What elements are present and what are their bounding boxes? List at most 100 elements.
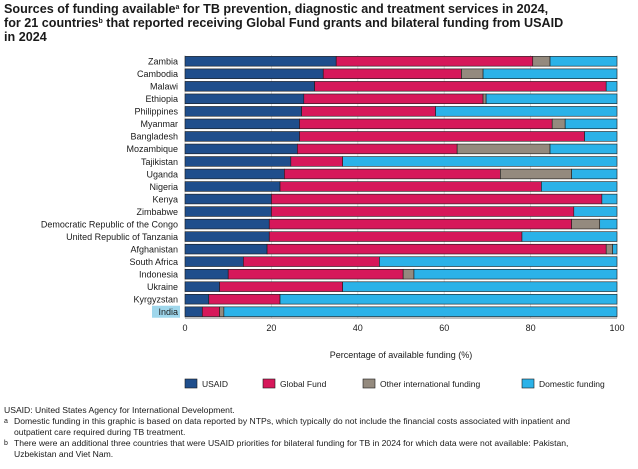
x-tick-label-0: 0 — [182, 323, 187, 333]
bar-myanmar-usaid — [184, 118, 300, 130]
bar-kenya-usaid — [184, 193, 272, 205]
bar-afghanistan-usaid — [184, 243, 268, 255]
bar-afghanistan-domestic-funding — [612, 243, 618, 255]
bar-indonesia-global-fund — [227, 268, 404, 280]
title-text-4: that reported receiving Global Fund gran… — [102, 16, 564, 30]
bar-ukraine-usaid — [184, 281, 220, 292]
legend-swatch-usaid — [184, 378, 198, 389]
bar-afghanistan-other-international-funding — [605, 243, 613, 255]
title-footnote-a: a — [175, 4, 180, 11]
bar-zambia-usaid — [184, 56, 337, 67]
bar-mozambique-global-fund — [297, 143, 458, 155]
legend-label-usaid: USAID — [202, 379, 228, 389]
bar-mozambique-usaid — [184, 143, 298, 155]
bar-cambodia-domestic-funding — [482, 68, 618, 79]
bar-democratic-republic-of-the-congo-usaid — [184, 218, 270, 230]
bar-india-usaid — [184, 306, 203, 317]
bar-india-domestic-funding — [223, 306, 618, 317]
country-label-south-africa: South Africa — [129, 257, 178, 267]
bar-indonesia-other-international-funding — [402, 268, 415, 280]
bar-nigeria-global-fund — [279, 181, 542, 192]
bar-nigeria-domestic-funding — [541, 181, 618, 192]
country-label-united-republic-of-tanzania: United Republic of Tanzania — [66, 232, 178, 242]
country-label-myanmar: Myanmar — [140, 119, 178, 129]
country-label-kyrgyzstan: Kyrgyzstan — [133, 295, 178, 305]
footnote-b: b There were an additional three countri… — [4, 438, 634, 460]
country-label-bangladesh: Bangladesh — [130, 132, 178, 142]
country-label-zambia: Zambia — [148, 57, 178, 67]
bar-ethiopia-other-international-funding — [482, 93, 487, 105]
bar-zimbabwe-domestic-funding — [573, 206, 618, 217]
bars — [184, 56, 618, 317]
legend-swatch-global-fund — [262, 378, 276, 389]
x-tick-label-20: 20 — [266, 323, 276, 333]
footnote-b-line-2: Uzbekistan and Viet Nam. — [14, 449, 114, 459]
country-label-uganda: Uganda — [146, 169, 178, 179]
bar-indonesia-usaid — [184, 268, 229, 280]
x-axis: 0 20 40 60 80 100 — [182, 317, 625, 333]
bar-bangladesh-domestic-funding — [584, 131, 618, 142]
legend-label-domestic-funding: Domestic funding — [539, 379, 605, 389]
country-label-indonesia: Indonesia — [139, 269, 178, 279]
bar-mozambique-domestic-funding — [549, 143, 618, 155]
bar-mozambique-other-international-funding — [456, 143, 551, 155]
bar-ethiopia-domestic-funding — [485, 93, 618, 105]
bar-ethiopia-global-fund — [303, 93, 484, 105]
bar-democratic-republic-of-the-congo-other-international-funding — [571, 218, 601, 230]
country-label-afghanistan: Afghanistan — [130, 244, 178, 254]
bar-kenya-domestic-funding — [601, 193, 618, 205]
bar-india-other-international-funding — [219, 306, 225, 317]
bar-democratic-republic-of-the-congo-global-fund — [268, 218, 572, 230]
country-highlight-india — [152, 305, 180, 318]
country-label-kenya: Kenya — [152, 194, 178, 204]
country-label-india: India — [158, 307, 178, 317]
bar-ethiopia-usaid — [184, 93, 305, 105]
footnote-a: a Domestic funding in this graphic is ba… — [4, 416, 634, 438]
bar-kyrgyzstan-domestic-funding — [279, 294, 618, 305]
title-text-2: for TB prevention, diagnostic and treatm… — [179, 2, 549, 16]
bar-tajikistan-usaid — [184, 156, 292, 167]
bar-myanmar-other-international-funding — [551, 118, 566, 130]
bar-tajikistan-global-fund — [290, 156, 343, 167]
bar-south-africa-global-fund — [243, 256, 380, 267]
bar-uganda-domestic-funding — [571, 168, 618, 180]
country-label-tajikistan: Tajikistan — [141, 157, 178, 167]
country-label-malawi: Malawi — [150, 82, 178, 92]
bar-cambodia-usaid — [184, 68, 324, 79]
bar-zimbabwe-usaid — [184, 206, 272, 217]
legend-label-global-fund: Global Fund — [280, 379, 327, 389]
bar-democratic-republic-of-the-congo-domestic-funding — [599, 218, 618, 230]
bar-zambia-global-fund — [335, 56, 534, 67]
x-tick-label-40: 40 — [353, 323, 363, 333]
bar-india-global-fund — [201, 306, 220, 317]
country-label-ukraine: Ukraine — [147, 282, 178, 292]
bar-united-republic-of-tanzania-usaid — [184, 231, 270, 242]
footnote-b-line-1: There were an additional three countries… — [14, 438, 569, 448]
chart-title: Sources of funding availablea for TB pre… — [4, 2, 634, 44]
bar-malawi-global-fund — [314, 81, 607, 92]
country-label-democratic-republic-of-the-congo: Democratic Republic of the Congo — [41, 219, 178, 229]
bar-south-africa-domestic-funding — [379, 256, 618, 267]
country-label-cambodia: Cambodia — [137, 69, 178, 79]
bar-uganda-global-fund — [284, 168, 501, 180]
bar-zambia-other-international-funding — [532, 56, 551, 67]
country-labels: Zambia Cambodia Malawi Ethiopia Philippines M… — [41, 57, 180, 318]
bar-myanmar-global-fund — [299, 118, 553, 130]
country-label-mozambique: Mozambique — [126, 144, 178, 154]
bar-cambodia-other-international-funding — [461, 68, 484, 79]
stacked-bar-chart: Zambia Cambodia Malawi Ethiopia Philippines M… — [41, 55, 625, 389]
legend-swatch-domestic-funding — [521, 378, 535, 389]
bar-myanmar-domestic-funding — [564, 118, 618, 130]
x-tick-label-60: 60 — [439, 323, 449, 333]
title-footnote-b: b — [98, 18, 103, 25]
title-text-1: Sources of funding available — [4, 2, 176, 16]
notes: USAID: United States Agency for Internat… — [4, 405, 634, 460]
bar-south-africa-usaid — [184, 256, 244, 267]
bar-zambia-domestic-funding — [549, 56, 618, 67]
bar-kyrgyzstan-usaid — [184, 294, 210, 305]
bar-bangladesh-global-fund — [299, 131, 585, 142]
x-tick-label-100: 100 — [609, 323, 624, 333]
bar-uganda-usaid — [184, 168, 285, 180]
bar-philippines-domestic-funding — [435, 106, 618, 117]
bar-ukraine-domestic-funding — [342, 281, 618, 292]
